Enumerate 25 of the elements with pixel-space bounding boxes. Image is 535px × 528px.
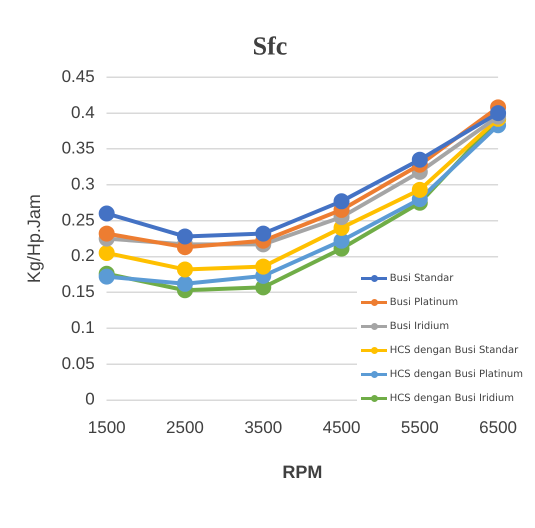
y-tick-label: 0.05 xyxy=(62,354,95,373)
y-tick-label: 0.35 xyxy=(62,138,95,158)
y-tick-label: 0.1 xyxy=(71,318,95,337)
x-tick-label: 6500 xyxy=(479,418,518,437)
legend-label: Busi Iridium xyxy=(390,320,450,332)
legend-label: Busi Standar xyxy=(390,272,454,284)
legend-label: HCS dengan Busi Iridium xyxy=(390,392,514,404)
y-tick-label: 0.2 xyxy=(71,246,95,266)
y-tick-label: 0.45 xyxy=(62,66,95,86)
y-axis-title: Kg/Hp.Jam xyxy=(24,194,44,284)
x-axis-title: RPM xyxy=(282,462,322,482)
chart-title: Sfc xyxy=(252,31,288,60)
y-tick-label: 0.25 xyxy=(62,210,95,230)
legend-label: HCS dengan Busi Platinum xyxy=(390,368,523,380)
y-tick-label: 0.15 xyxy=(62,282,95,302)
y-tick-label: 0.3 xyxy=(71,174,95,194)
x-tick-label: 5500 xyxy=(400,418,439,437)
x-tick-label: 4500 xyxy=(322,418,360,437)
y-tick-label: 0 xyxy=(85,390,95,409)
y-tick-label: 0.4 xyxy=(71,102,95,122)
legend-label: Busi Platinum xyxy=(390,296,458,308)
x-tick-label: 1500 xyxy=(88,418,126,437)
x-tick-label: 2500 xyxy=(166,418,204,437)
x-tick-label: 3500 xyxy=(244,418,282,437)
legend-label: HCS dengan Busi Standar xyxy=(390,344,518,356)
